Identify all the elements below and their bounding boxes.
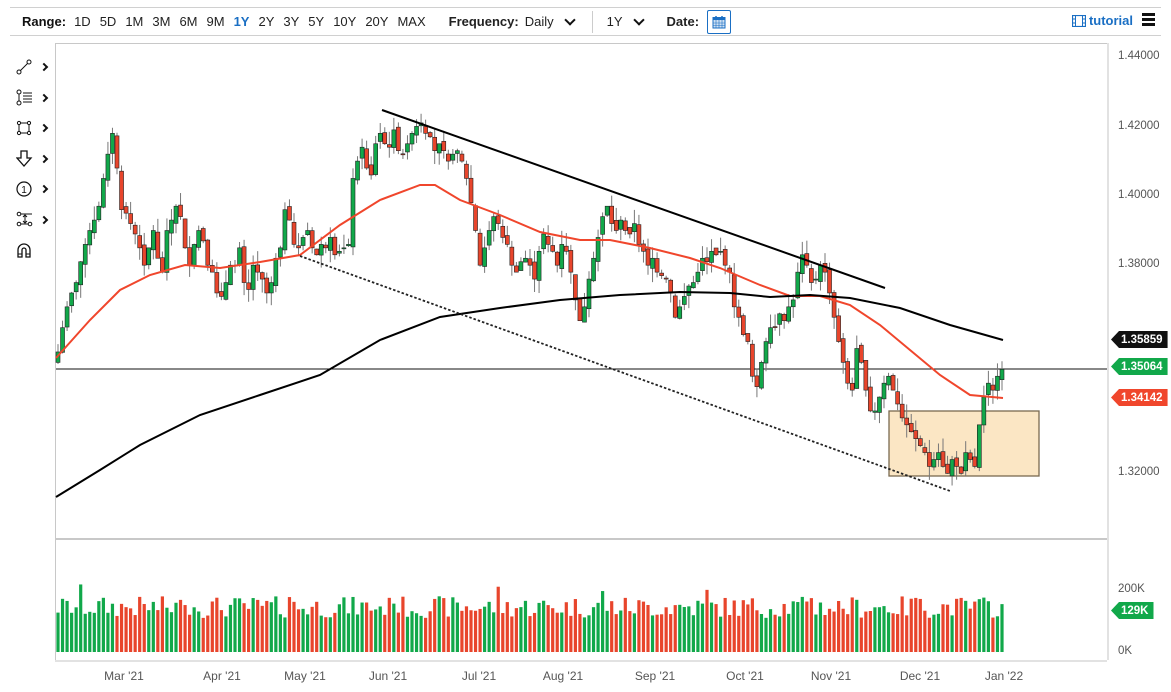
toolbar-divider	[591, 10, 593, 33]
range-5d[interactable]: 5D	[99, 14, 117, 29]
short-moving-average-line	[55, 184, 1004, 399]
trendline-tool-icon	[16, 59, 32, 75]
x-tick-label: Nov '21	[810, 669, 852, 683]
tool-fib[interactable]	[0, 83, 55, 114]
range-selector: 1D 5D 1M 3M 6M 9M 1Y 2Y 3Y 5Y 10Y 20Y MAX	[74, 14, 435, 29]
date-label: Date:	[666, 14, 700, 29]
range-3y[interactable]: 3Y	[283, 14, 300, 29]
range-6m[interactable]: 6M	[179, 14, 198, 29]
ma-short-price-tag: 1.34142	[1111, 389, 1168, 406]
range-5y[interactable]: 5Y	[308, 14, 325, 29]
y-axis	[1107, 43, 1109, 660]
y-tick-label: 1.44000	[1118, 50, 1160, 62]
y-tick-label: 1.42000	[1118, 120, 1160, 132]
range-1y[interactable]: 1Y	[233, 14, 250, 29]
x-tick-label: Aug '21	[542, 669, 584, 683]
date-picker-button[interactable]	[707, 9, 732, 34]
arrow-down-tool-icon	[16, 150, 33, 168]
y-tick-label: 1.38000	[1118, 258, 1160, 270]
x-tick-label: Sep '21	[634, 669, 676, 683]
support-trendline	[299, 255, 951, 492]
resistance-trendline	[381, 109, 886, 289]
volume-tag: 129K	[1111, 602, 1154, 619]
tool-line[interactable]	[0, 52, 55, 83]
long-moving-average-line	[55, 290, 1004, 498]
volume-tick-label: 0K	[1118, 645, 1133, 657]
period-value: 1Y	[606, 14, 623, 29]
x-tick-label: Oct '21	[726, 669, 764, 683]
frequency-label: Frequency:	[448, 14, 519, 29]
x-tick-label: Jan '22	[984, 669, 1024, 683]
volume-tick-label: 200K	[1118, 583, 1145, 595]
range-max[interactable]: MAX	[397, 14, 426, 29]
x-tick-label: Jul '21	[461, 669, 497, 683]
tutorial-label: tutorial	[1088, 13, 1133, 28]
price-chart-panel[interactable]	[55, 43, 1108, 538]
x-tick-label: May '21	[284, 669, 326, 683]
fibonacci-tool-icon	[16, 89, 32, 106]
tool-magnet[interactable]	[0, 235, 55, 266]
tool-arrow[interactable]	[0, 144, 55, 175]
frequency-dropdown[interactable]: Daily	[524, 13, 576, 29]
drawing-tools-panel: 1	[0, 52, 55, 266]
x-axis	[55, 660, 1107, 662]
ma-long-price-tag: 1.35859	[1111, 331, 1168, 348]
x-tick-label: Dec '21	[899, 669, 941, 683]
range-20y[interactable]: 20Y	[365, 14, 389, 29]
tool-one[interactable]: 1	[0, 174, 55, 205]
range-3m[interactable]: 3M	[152, 14, 171, 29]
last-price-tag: 1.35064	[1111, 358, 1168, 375]
rectangle-tool-icon	[16, 120, 32, 135]
range-1d[interactable]: 1D	[74, 14, 91, 29]
range-10y[interactable]: 10Y	[333, 14, 357, 29]
x-tick-label: Jun '21	[368, 669, 408, 683]
hamburger-menu-icon[interactable]	[1142, 13, 1155, 28]
film-icon	[1071, 14, 1086, 27]
numbered-annotation-tool-icon: 1	[16, 181, 32, 197]
frequency-value: Daily	[524, 14, 554, 29]
tutorial-link[interactable]: tutorial	[1071, 13, 1133, 28]
x-tick-label: Mar '21	[104, 669, 144, 683]
svg-text:1: 1	[21, 185, 27, 196]
toolbar: Range: 1D 5D 1M 3M 6M 9M 1Y 2Y 3Y 5Y 10Y 20Y MAX Fre…	[0, 8, 1171, 35]
toolbar-bottom-border	[10, 35, 1161, 36]
measure-tool-icon	[16, 211, 33, 227]
y-tick-label: 1.32000	[1118, 466, 1160, 478]
tool-measure[interactable]	[0, 205, 55, 236]
range-1m[interactable]: 1M	[125, 14, 144, 29]
toolbar-top-border	[10, 7, 1161, 8]
range-2y[interactable]: 2Y	[258, 14, 275, 29]
calendar-icon	[712, 15, 726, 28]
range-label: Range:	[22, 14, 67, 29]
period-dropdown[interactable]: 1Y	[606, 13, 645, 29]
tool-rect[interactable]	[0, 113, 55, 144]
volume-chart-panel[interactable]	[55, 538, 1108, 662]
x-tick-label: Apr '21	[203, 669, 241, 683]
range-9m[interactable]: 9M	[206, 14, 225, 29]
y-tick-label: 1.40000	[1118, 189, 1160, 201]
magnet-tool-icon	[17, 243, 31, 258]
